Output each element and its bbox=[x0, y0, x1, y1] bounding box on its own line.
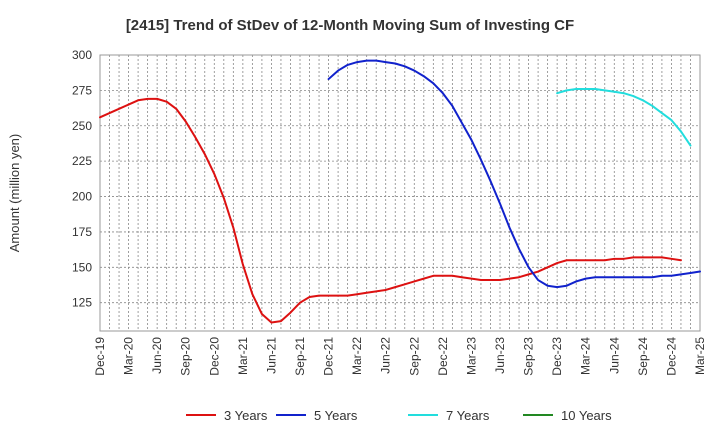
x-tick-label: Dec-22 bbox=[436, 337, 450, 376]
x-tick-label: Sep-21 bbox=[293, 337, 307, 376]
x-tick-label: Dec-24 bbox=[664, 337, 678, 376]
x-tick-label: Mar-22 bbox=[350, 337, 364, 375]
x-tick-label: Mar-24 bbox=[579, 337, 593, 375]
legend-label: 7 Years bbox=[446, 408, 490, 423]
x-axis: Dec-19 Mar-20 Jun-20 Sep-20 Dec-20 Mar-21 Jun-… bbox=[93, 337, 707, 376]
x-tick-label: Jun-24 bbox=[607, 337, 621, 374]
y-tick-label: 175 bbox=[72, 225, 92, 239]
legend-item: 7 Years bbox=[408, 408, 490, 423]
x-tick-label: Mar-20 bbox=[122, 337, 136, 375]
plot-frame bbox=[99, 54, 701, 332]
x-tick-label: Mar-25 bbox=[693, 337, 707, 375]
x-tick-label: Mar-23 bbox=[464, 337, 478, 375]
x-tick-label: Sep-20 bbox=[179, 337, 193, 376]
x-tick-label: Sep-23 bbox=[522, 337, 536, 376]
series-line-2 bbox=[556, 87, 692, 147]
x-tick-label: Dec-21 bbox=[322, 337, 336, 376]
y-tick-label: 200 bbox=[72, 190, 92, 204]
y-axis: 125 150 175 200 225 250 275 300 bbox=[72, 48, 92, 310]
y-tick-label: 225 bbox=[72, 154, 92, 168]
legend: 3 Years 5 Years 7 Years 10 Years bbox=[186, 408, 612, 423]
series-line-0 bbox=[99, 97, 682, 324]
x-tick-label: Dec-23 bbox=[550, 337, 564, 376]
x-tick-label: Mar-21 bbox=[236, 337, 250, 375]
y-tick-label: 125 bbox=[72, 296, 92, 310]
legend-item: 5 Years bbox=[276, 408, 358, 423]
y-tick-label: 150 bbox=[72, 260, 92, 274]
y-tick-label: 275 bbox=[72, 83, 92, 97]
y-axis-label: Amount (million yen) bbox=[7, 134, 22, 253]
legend-item: 10 Years bbox=[523, 408, 612, 423]
series-line-1 bbox=[327, 59, 701, 289]
x-tick-label: Dec-20 bbox=[207, 337, 221, 376]
x-tick-label: Jun-23 bbox=[493, 337, 507, 374]
y-tick-label: 250 bbox=[72, 119, 92, 133]
y-tick-label: 300 bbox=[72, 48, 92, 62]
x-tick-label: Sep-22 bbox=[407, 337, 421, 376]
legend-item: 3 Years bbox=[186, 408, 268, 423]
x-tick-label: Jun-22 bbox=[379, 337, 393, 374]
grid bbox=[100, 54, 700, 331]
legend-label: 5 Years bbox=[314, 408, 358, 423]
legend-label: 3 Years bbox=[224, 408, 268, 423]
legend-label: 10 Years bbox=[561, 408, 612, 423]
x-tick-label: Dec-19 bbox=[93, 337, 107, 376]
x-tick-label: Jun-21 bbox=[264, 337, 278, 374]
chart-title: [2415] Trend of StDev of 12-Month Moving… bbox=[126, 17, 574, 34]
x-tick-label: Jun-20 bbox=[150, 337, 164, 374]
x-tick-label: Sep-24 bbox=[636, 337, 650, 376]
series-lines bbox=[99, 59, 701, 324]
